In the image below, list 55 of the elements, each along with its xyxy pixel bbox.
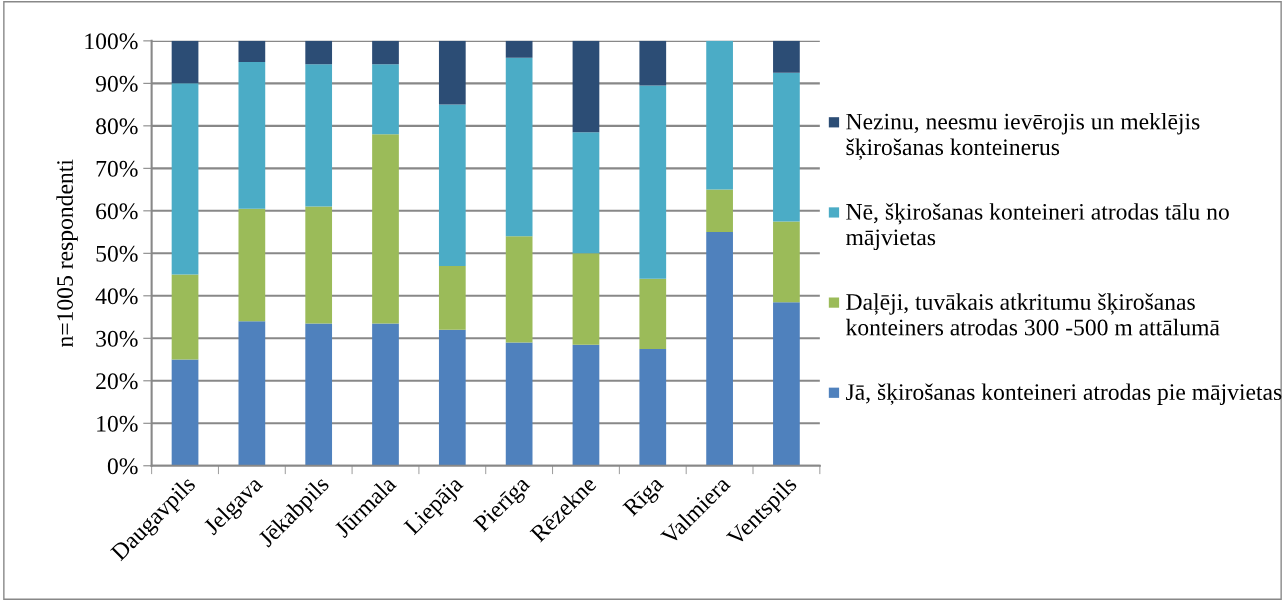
- y-tick-label: 40%: [95, 288, 138, 305]
- bar: [171, 359, 199, 466]
- bar: [505, 342, 533, 466]
- legend-label: Jā, šķirošanas konteineri atrodas pie mājvietas: [846, 383, 1282, 405]
- bar: [639, 278, 667, 349]
- bar: [372, 64, 399, 135]
- y-tick-label: 10%: [97, 415, 138, 432]
- bar: [305, 206, 333, 324]
- legend-label: Nezinu, neesmu ievērojis un meklējis šķirošanas konteinerus: [846, 112, 1200, 160]
- y-tick-label: 90%: [95, 75, 138, 92]
- y-tick-label: 60%: [96, 203, 138, 220]
- bar: [773, 302, 800, 466]
- bar: [438, 104, 466, 267]
- y-tick-label: 30%: [96, 330, 138, 347]
- bar: [238, 208, 266, 322]
- bar: [639, 85, 667, 279]
- bar: [238, 40, 266, 63]
- y-tick-label: 100%: [85, 33, 138, 50]
- bar: [706, 232, 733, 466]
- legend-label: Daļēji, tuvākais atkritumu šķirošanas konteiners atrodas 300 -500 m attālumā: [845, 293, 1220, 336]
- bar: [372, 134, 399, 324]
- bar: [372, 40, 399, 65]
- bar: [773, 72, 800, 222]
- bar: [773, 221, 800, 303]
- bar: [305, 64, 333, 207]
- bar: [706, 40, 733, 190]
- bar: [773, 40, 800, 73]
- bar: [238, 321, 266, 466]
- bar: [171, 274, 199, 360]
- bar: [572, 344, 600, 466]
- y-tick-label: 20%: [96, 373, 138, 390]
- bar: [505, 57, 533, 237]
- bar: [438, 40, 466, 105]
- bar: [639, 348, 667, 466]
- y-tick-label: 50%: [96, 245, 138, 262]
- bar: [505, 236, 533, 343]
- bar: [171, 83, 199, 275]
- y-tick-label: 80%: [96, 118, 138, 135]
- bar: [438, 266, 466, 330]
- bar: [505, 40, 533, 58]
- y-axis-title: n=1005 respondenti: [56, 159, 78, 347]
- y-tick-label: 70%: [96, 160, 138, 177]
- y-tick-label: 0%: [107, 458, 138, 475]
- bar: [639, 40, 667, 86]
- bar: [238, 62, 266, 209]
- legend-label: Nē, šķirošanas konteineri atrodas tālu no mājvietas: [846, 203, 1229, 251]
- bar: [706, 189, 733, 233]
- bar: [305, 40, 333, 65]
- bar: [438, 329, 466, 466]
- bar: [171, 40, 199, 84]
- bar: [372, 323, 399, 466]
- bar: [572, 253, 600, 345]
- bar: [305, 323, 333, 466]
- bar: [572, 132, 600, 254]
- bar: [572, 40, 600, 133]
